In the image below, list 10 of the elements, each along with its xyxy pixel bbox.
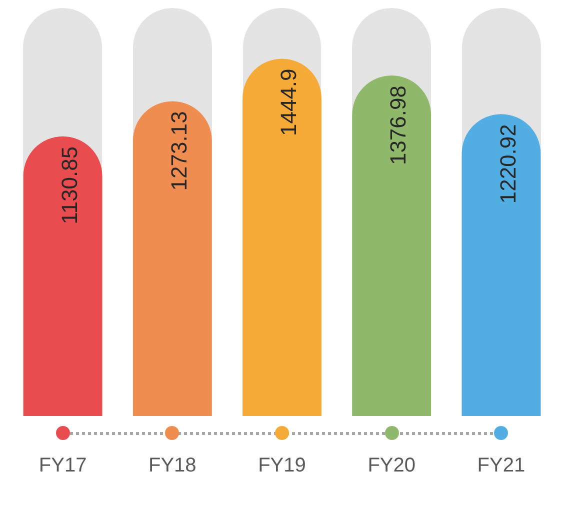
data-label: 1376.98 (386, 86, 411, 166)
data-label: 1220.92 (495, 124, 520, 204)
x-tick-label: FY17 (38, 454, 87, 477)
x-tick-label: FY21 (477, 454, 526, 477)
x-tick-label: FY18 (148, 454, 196, 477)
data-label: 1273.13 (166, 111, 192, 191)
x-tick-label: FY19 (258, 454, 306, 477)
data-label: 1444.9 (276, 68, 302, 136)
x-tick-label: FY20 (368, 454, 416, 477)
data-label: 1130.85 (56, 146, 82, 224)
